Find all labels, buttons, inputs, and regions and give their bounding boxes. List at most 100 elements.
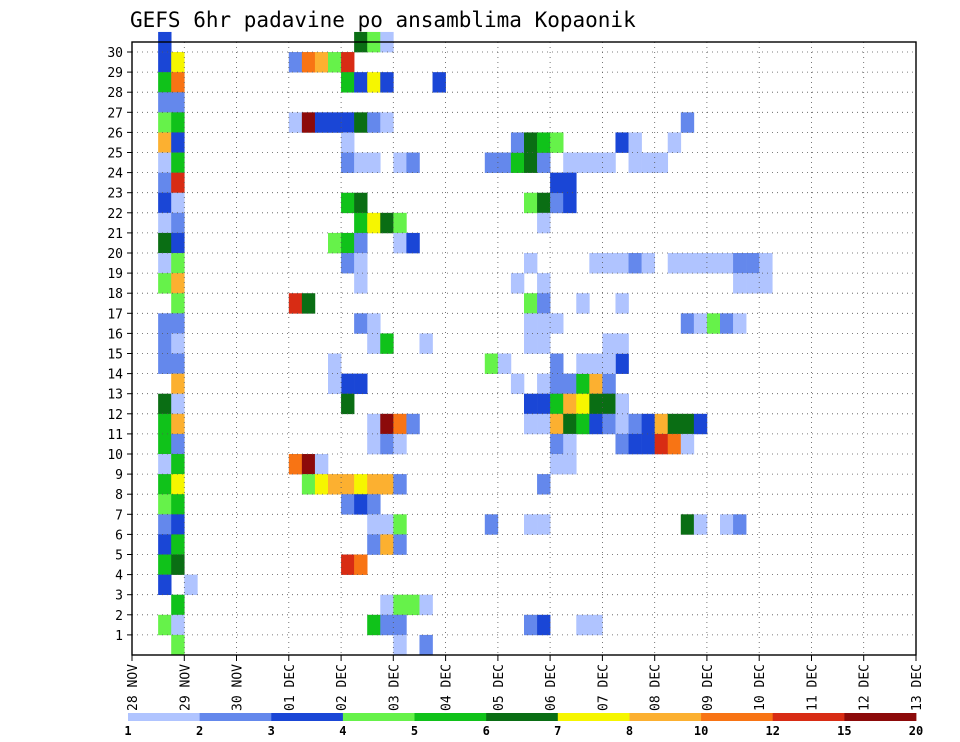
heatmap-cell [171,474,185,495]
heatmap-cell [589,253,603,274]
heatmap-cell [537,373,551,395]
heatmap-cell [354,212,368,234]
heatmap-cell [680,433,695,455]
heatmap-cell [341,72,355,93]
heatmap-cell [524,333,538,354]
heatmap-cell [641,413,655,435]
heatmap-cell [158,52,172,73]
heatmap-cell [367,534,381,555]
colorbar-label: 1 [124,724,131,738]
heatmap-cell [314,112,329,133]
heatmap-cell [158,273,172,294]
y-tick-label: 1 [115,629,123,644]
heatmap-cell [301,293,316,314]
heatmap-cell [563,454,577,475]
colorbar-label: 7 [554,724,561,738]
heatmap-cell [733,273,747,294]
heatmap-cell [341,112,355,133]
heatmap-cell [720,253,734,274]
heatmap-cell [354,112,368,133]
heatmap-cell [341,52,355,73]
heatmap-cell [341,253,355,274]
heatmap-cell [171,273,185,294]
heatmap-cell [628,253,642,274]
heatmap-cell [537,393,551,415]
heatmap-cell [589,413,603,435]
heatmap-cell [720,514,734,535]
y-tick-label: 16 [107,327,123,342]
heatmap-cell [641,433,655,455]
heatmap-cell [550,313,564,334]
heatmap-cell [693,514,708,535]
heatmap-cell [537,413,551,435]
heatmap-cell [171,172,185,194]
colorbar-swatch [128,713,200,721]
heatmap-cell [524,614,538,636]
heatmap-cell [171,152,185,173]
heatmap-cell [314,454,329,475]
heatmap-cell [406,152,420,173]
y-tick-label: 14 [107,368,123,383]
heatmap-cell [615,433,629,455]
heatmap-cell [510,152,525,173]
heatmap-cell [171,52,185,73]
heatmap-cell [380,72,394,93]
heatmap-cell [680,112,695,133]
heatmap-cell [615,253,629,274]
heatmap-cell [288,454,303,475]
heatmap-cell [354,72,368,93]
heatmap-cell [615,353,629,374]
heatmap-cell [615,333,629,354]
heatmap-cell [602,152,616,173]
heatmap-cell [393,474,407,495]
heatmap-cell [328,232,342,254]
y-axis: 1234567891011121314151617181920212223242… [107,46,132,644]
y-tick-label: 29 [107,66,123,81]
heatmap-cell [393,594,407,616]
y-tick-label: 7 [115,508,123,523]
heatmap-cell [367,413,381,435]
heatmap-cell [341,152,355,173]
heatmap-cell [524,132,538,153]
heatmap-cell [171,413,185,435]
heatmap-cell [733,253,747,274]
x-tick-label: 13 DEC [910,664,925,711]
heatmap-cell [641,152,655,173]
heatmap-cell [550,393,564,415]
x-tick-label: 12 DEC [858,664,873,711]
heatmap-cell [158,474,172,495]
heatmap-cell [510,273,525,294]
heatmap-cell [550,132,564,153]
heatmap-cell [158,253,172,274]
heatmap-cell [367,152,381,173]
heatmap-cell [171,333,185,354]
heatmap-cell [354,192,368,214]
heatmap-cell [680,313,695,334]
x-tick-label: 10 DEC [753,664,768,711]
heatmap-cell [158,132,172,153]
heatmap-cell [550,454,564,475]
y-tick-label: 21 [107,227,123,242]
heatmap-cell [171,534,185,555]
heatmap-cell [341,232,355,254]
y-tick-label: 22 [107,207,123,222]
heatmap-cell [314,474,329,495]
heatmap-cell [393,514,407,535]
heatmap-cell [354,474,368,495]
heatmap-cell [693,413,708,435]
heatmap-cell [380,474,394,495]
heatmap-cell [537,212,551,234]
heatmap-cell [563,433,577,455]
heatmap-cell [550,413,564,435]
heatmap-cell [733,313,747,334]
heatmap-cell [171,554,185,575]
heatmap-cells [158,31,773,656]
heatmap-cell [576,413,590,435]
heatmap-cell [524,253,538,274]
heatmap-cell [537,132,551,153]
x-tick-label: 28 NOV [126,664,141,711]
heatmap-cell [393,212,407,234]
heatmap-cell [432,72,446,93]
x-tick-label: 30 NOV [231,664,246,711]
heatmap-cell [328,474,342,495]
